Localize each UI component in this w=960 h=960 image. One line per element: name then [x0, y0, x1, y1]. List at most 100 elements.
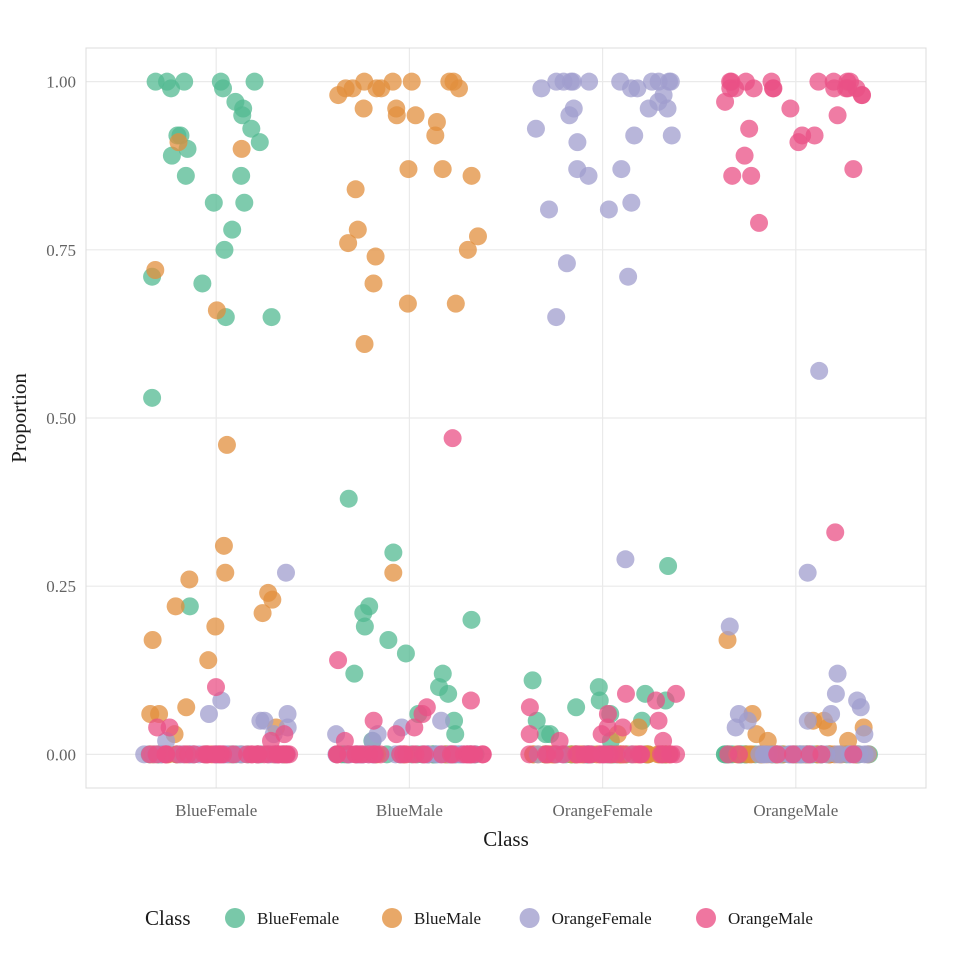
data-point — [223, 221, 241, 239]
data-point — [144, 631, 162, 649]
data-point — [347, 180, 365, 198]
data-point — [447, 295, 465, 313]
data-point — [650, 712, 668, 730]
data-point — [784, 745, 802, 763]
data-point — [355, 73, 373, 91]
data-point — [806, 126, 824, 144]
data-point — [580, 167, 598, 185]
data-point — [630, 718, 648, 736]
data-point — [430, 678, 448, 696]
data-point — [263, 308, 281, 326]
data-point — [148, 745, 166, 763]
data-point — [789, 133, 807, 151]
y-tick-label: 0.00 — [46, 745, 76, 764]
data-point — [721, 73, 739, 91]
legend-label: BlueFemale — [257, 909, 339, 928]
data-point — [659, 557, 677, 575]
data-point — [740, 120, 758, 138]
data-point — [226, 93, 244, 111]
data-point — [617, 685, 635, 703]
data-point — [580, 73, 598, 91]
data-point — [848, 692, 866, 710]
data-point — [214, 79, 232, 97]
data-point — [663, 126, 681, 144]
data-point — [148, 718, 166, 736]
data-point — [399, 295, 417, 313]
data-point — [355, 100, 373, 118]
data-point — [527, 120, 545, 138]
data-point — [208, 301, 226, 319]
data-point — [216, 564, 234, 582]
data-point — [521, 725, 539, 743]
data-point — [180, 570, 198, 588]
data-point — [799, 712, 817, 730]
data-point — [810, 362, 828, 380]
data-point — [233, 140, 251, 158]
data-point — [387, 725, 405, 743]
data-point — [255, 745, 273, 763]
data-point — [736, 147, 754, 165]
data-point — [643, 73, 661, 91]
data-point — [218, 436, 236, 454]
data-point — [177, 167, 195, 185]
data-point — [349, 221, 367, 239]
data-point — [143, 389, 161, 407]
data-point — [667, 685, 685, 703]
data-point — [442, 745, 460, 763]
data-point — [524, 671, 542, 689]
data-point — [175, 745, 193, 763]
x-tick-label: BlueMale — [376, 801, 443, 820]
data-point — [812, 745, 830, 763]
data-point — [405, 718, 423, 736]
data-point — [232, 167, 250, 185]
legend-label: OrangeFemale — [552, 909, 652, 928]
data-point — [277, 564, 295, 582]
data-point — [463, 167, 481, 185]
legend-swatch — [520, 908, 540, 928]
data-point — [723, 167, 741, 185]
data-point — [329, 651, 347, 669]
data-point — [827, 685, 845, 703]
data-point — [469, 227, 487, 245]
data-point — [567, 698, 585, 716]
data-point — [567, 745, 585, 763]
data-point — [432, 712, 450, 730]
data-point — [259, 584, 277, 602]
data-point — [624, 745, 642, 763]
data-point — [844, 160, 862, 178]
data-point — [599, 718, 617, 736]
data-point — [384, 564, 402, 582]
data-point — [365, 712, 383, 730]
data-point — [403, 73, 421, 91]
y-tick-label: 0.75 — [46, 241, 76, 260]
data-point — [434, 160, 452, 178]
legend-swatch — [225, 908, 245, 928]
data-point — [399, 160, 417, 178]
x-axis-title: Class — [483, 827, 529, 851]
x-tick-label: OrangeMale — [753, 801, 838, 820]
data-point — [721, 618, 739, 636]
data-point — [246, 73, 264, 91]
data-point — [540, 200, 558, 218]
data-point — [444, 73, 462, 91]
data-point — [764, 79, 782, 97]
data-point — [612, 160, 630, 178]
data-point — [473, 745, 491, 763]
data-point — [147, 73, 165, 91]
data-point — [546, 745, 564, 763]
data-point — [340, 490, 358, 508]
data-point — [829, 106, 847, 124]
data-point — [462, 611, 480, 629]
data-point — [619, 268, 637, 286]
data-point — [462, 692, 480, 710]
data-point — [839, 79, 857, 97]
data-point — [659, 100, 677, 118]
data-point — [199, 651, 217, 669]
data-point — [622, 194, 640, 212]
data-point — [742, 167, 760, 185]
data-point — [730, 745, 748, 763]
data-point — [206, 618, 224, 636]
data-point — [855, 725, 873, 743]
data-point — [799, 564, 817, 582]
data-point — [170, 133, 188, 151]
